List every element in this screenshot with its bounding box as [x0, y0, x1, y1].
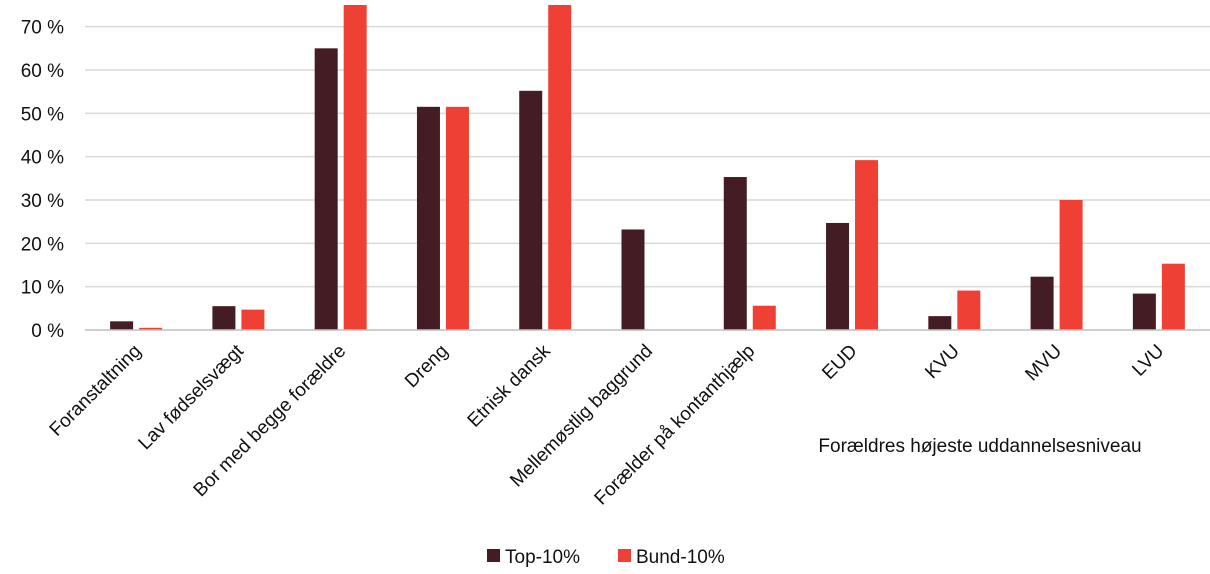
y-tick-label: 10 %	[21, 278, 64, 299]
x-category-label: KVU	[921, 341, 963, 383]
bar-bund10	[957, 290, 981, 330]
bar-top10	[416, 106, 440, 330]
bar-bund10	[1059, 200, 1083, 330]
legend-label-bund10: Bund-10%	[636, 547, 725, 568]
bar-top10	[1030, 276, 1054, 330]
bar-bund10	[139, 327, 163, 330]
gridlines	[85, 25, 1210, 288]
y-tick-label: 30 %	[21, 191, 64, 212]
bar-top10	[519, 90, 543, 330]
bar-bund10	[855, 160, 879, 330]
bar-bund10	[752, 305, 776, 330]
bars	[110, 5, 1185, 330]
legend: Top-10% Bund-10%	[487, 547, 725, 568]
x-category-label: EUD	[818, 341, 861, 384]
y-tick-label: 0 %	[31, 321, 64, 342]
education-level-annotation: Forældres højeste uddannelsesniveau	[818, 436, 1141, 457]
x-category-label: LVU	[1128, 341, 1168, 381]
legend-label-top10: Top-10%	[505, 547, 580, 568]
bar-top10	[212, 306, 236, 330]
bar-top10	[314, 48, 338, 330]
y-tick-label: 50 %	[21, 104, 64, 125]
bar-top10	[621, 229, 645, 330]
x-category-label: MVU	[1021, 341, 1066, 386]
bar-bund10	[548, 5, 572, 330]
legend-swatch-bund10	[618, 549, 631, 562]
x-category-label: Dreng	[401, 341, 452, 392]
bar-top10	[826, 222, 850, 330]
legend-swatch-top10	[487, 549, 500, 562]
y-axis-tick-labels: 0 % 10 % 20 % 30 % 40 % 50 % 60 % 70 %	[21, 18, 64, 342]
y-tick-label: 60 %	[21, 61, 64, 82]
y-tick-label: 20 %	[21, 234, 64, 255]
bar-top10	[928, 316, 952, 330]
bar-bund10	[1161, 263, 1185, 330]
bar-bund10	[241, 309, 265, 330]
bar-bund10	[343, 5, 367, 330]
x-category-label: Etnisk dansk	[464, 340, 555, 431]
bar-top10	[110, 321, 134, 330]
bar-bund10	[445, 106, 469, 330]
x-category-label: Lav fødselsvægt	[135, 340, 249, 454]
bar-top10	[723, 177, 747, 330]
x-category-label: Foranstaltning	[46, 341, 146, 441]
bar-top10	[1132, 293, 1156, 330]
y-tick-label: 70 %	[21, 18, 64, 39]
y-tick-label: 40 %	[21, 148, 64, 169]
